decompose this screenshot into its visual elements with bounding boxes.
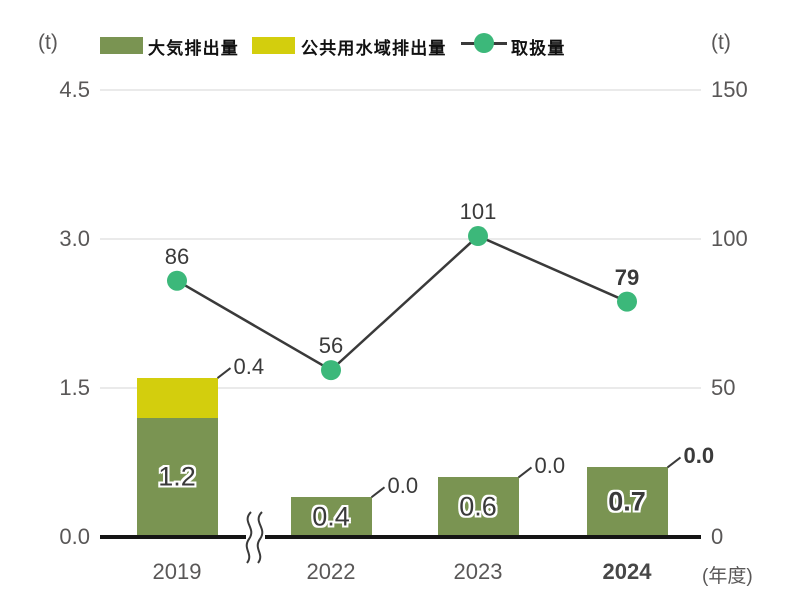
x-axis-line — [100, 535, 701, 539]
bar-value-label: 1.2 — [158, 461, 196, 492]
air-emissions-swatch-icon — [100, 37, 143, 54]
water-value-label: 0.0 — [534, 453, 566, 479]
line-value-label: 56 — [318, 333, 344, 359]
x-label-2023: 2023 — [453, 559, 503, 584]
water-emissions-swatch-icon — [252, 37, 295, 54]
line-series — [176, 234, 628, 372]
bar-air-emissions — [437, 477, 519, 535]
water-value-label: 0.0 — [683, 443, 715, 469]
legend-item-air-emissions: 大気排出量 — [148, 39, 239, 58]
leader-line — [370, 486, 386, 499]
line-value-label: 101 — [459, 199, 497, 225]
bar-air-emissions — [586, 467, 668, 535]
left-tick-1-5: 1.5 — [59, 375, 90, 400]
left-tick-0-0: 0.0 — [59, 524, 90, 549]
leader-line — [216, 367, 232, 379]
bar-air-emissions — [136, 417, 218, 535]
leader-line — [666, 456, 682, 469]
right-tick-150: 150 — [711, 77, 748, 102]
left-tick-4-5: 4.5 — [59, 77, 90, 102]
line-point-icon — [167, 270, 187, 291]
x-label-2024: 2024 — [602, 559, 652, 584]
left-tick-3-0: 3.0 — [59, 226, 90, 251]
water-value-label: 0.0 — [387, 473, 419, 499]
x-label-2019: 2019 — [152, 559, 202, 584]
line-value-label: 86 — [164, 243, 190, 269]
right-axis-unit: (t) — [711, 31, 731, 54]
bar-air-emissions — [290, 497, 372, 535]
right-tick-100: 100 — [711, 226, 748, 251]
bar-water-emissions — [136, 378, 218, 418]
x-label-2022: 2022 — [306, 559, 356, 584]
line-dot-icon — [474, 33, 494, 53]
line-value-label: 79 — [614, 264, 640, 290]
grid-line — [100, 238, 701, 240]
legend-item-handled-amount: 取扱量 — [511, 39, 566, 58]
right-tick-50: 50 — [711, 375, 736, 400]
line-point-icon — [321, 360, 341, 381]
legend-item-water-emissions: 公共用水域排出量 — [301, 39, 447, 58]
right-tick-0: 0 — [711, 524, 724, 549]
line-point-icon — [468, 226, 488, 247]
leader-line — [517, 466, 533, 479]
bar-value-label: 0.4 — [312, 501, 350, 532]
bar-value-label: 0.7 — [608, 486, 646, 517]
x-axis-unit: (年度) — [702, 566, 753, 587]
bar-value-label: 0.6 — [459, 491, 497, 522]
line-point-icon — [617, 291, 637, 312]
grid-line — [100, 89, 701, 91]
left-axis-unit: (t) — [38, 31, 58, 54]
grid-line — [100, 387, 701, 389]
water-value-label: 0.4 — [233, 354, 265, 380]
